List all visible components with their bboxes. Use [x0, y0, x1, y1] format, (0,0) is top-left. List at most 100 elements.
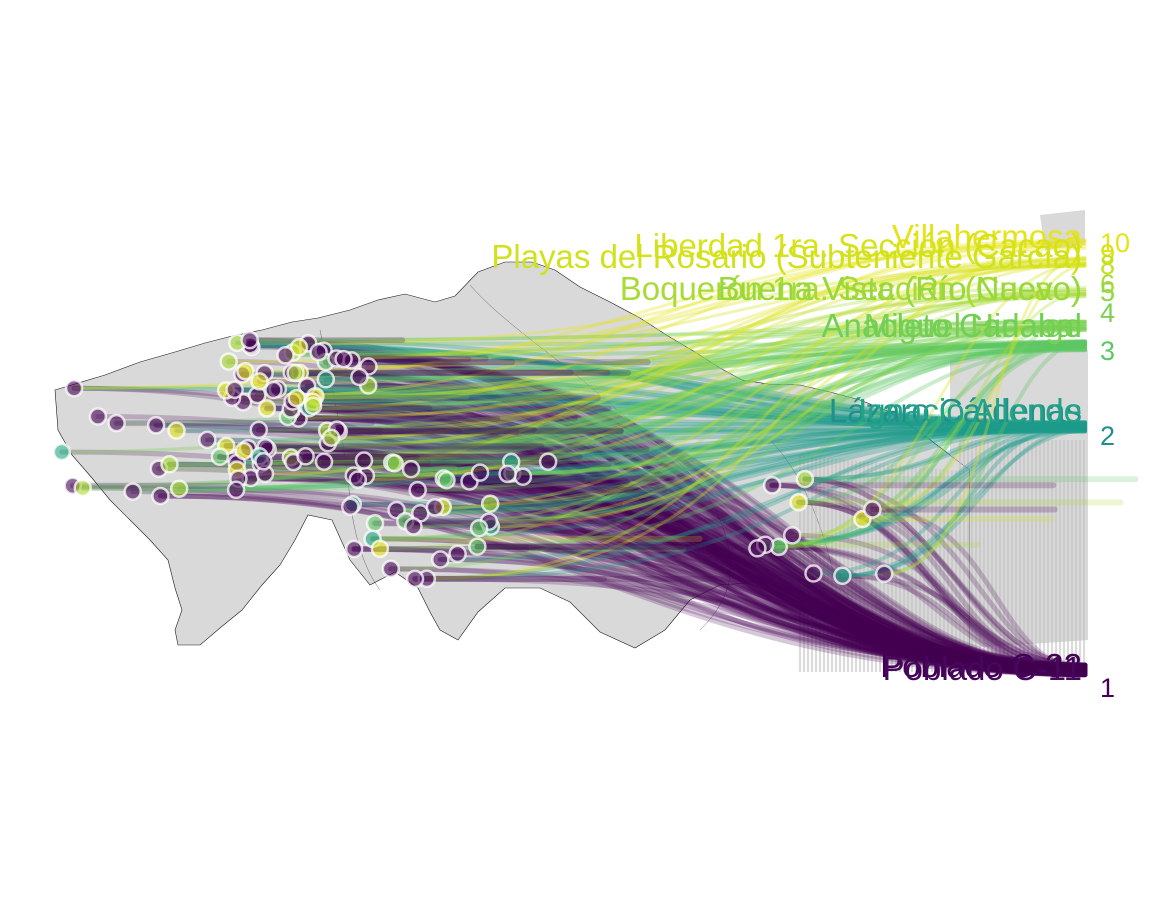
- flow-line: [802, 476, 1088, 673]
- flow-line: [285, 414, 1088, 673]
- flow-line: [365, 383, 1088, 674]
- flow-line: [410, 523, 1088, 673]
- flow-line: [234, 340, 1087, 492]
- flow-line: [882, 256, 1087, 576]
- flow-line: [440, 504, 1088, 675]
- flow-line: [860, 319, 1087, 521]
- flow-line: [289, 240, 1087, 411]
- territory-north: [1040, 210, 1085, 250]
- flow-line: [323, 376, 1088, 671]
- flow-line: [296, 416, 1088, 674]
- flow-line: [336, 426, 1087, 434]
- flow-line: [356, 264, 1087, 482]
- flow-line: [224, 293, 1087, 448]
- label-poblado-c32: Poblado C-32: [880, 647, 1082, 684]
- flow-line: [247, 327, 1087, 342]
- flow-line: [323, 343, 1087, 382]
- rank-label-8: 8: [1100, 250, 1115, 280]
- flow-line: [235, 476, 1088, 668]
- flow-line: [341, 356, 1088, 678]
- locality-point: [431, 550, 450, 569]
- flow-line: [248, 475, 1088, 676]
- locality-point: [264, 380, 283, 400]
- flow-line: [288, 327, 1087, 412]
- locality-point: [782, 526, 802, 545]
- flow-line: [334, 356, 1087, 427]
- flow-line: [378, 288, 1087, 551]
- locality-point: [226, 480, 246, 500]
- flow-line: [153, 422, 1088, 670]
- flow-line: [763, 426, 1087, 547]
- flow-line: [304, 383, 1088, 672]
- flow-line: [275, 347, 1087, 391]
- flow-line: [394, 423, 1087, 513]
- flow-line: [174, 428, 1088, 675]
- flow-line: [232, 387, 1088, 670]
- flow-line: [389, 321, 1087, 571]
- locality-point: [210, 447, 230, 466]
- locality-point: [538, 452, 558, 471]
- flow-line: [223, 443, 1088, 677]
- flow-line: [205, 426, 1087, 442]
- flow-line: [291, 429, 1087, 465]
- flow-line: [262, 370, 1088, 673]
- flow-line: [297, 346, 1087, 375]
- flow-line: [365, 383, 1088, 677]
- flow-line: [245, 445, 1088, 671]
- flow-line: [303, 453, 1088, 669]
- flow-line: [240, 399, 1088, 675]
- flow-line: [467, 425, 1087, 484]
- flow-line: [245, 445, 1088, 674]
- flow-line: [487, 501, 1088, 673]
- flow-line: [235, 476, 1088, 677]
- flow-line: [415, 487, 1088, 675]
- flow-line: [288, 454, 1088, 673]
- rank-label-10: 10: [1100, 228, 1130, 258]
- flow-line: [275, 386, 1088, 670]
- flow-line: [311, 395, 1087, 427]
- flow-line: [290, 350, 1088, 677]
- flow-line: [157, 493, 1088, 669]
- flow-line: [510, 328, 1087, 476]
- flow-line: [372, 520, 1088, 673]
- flow-line: [264, 405, 1088, 677]
- label-boqueron: Boquerón 1ra. Sección (Cacao): [620, 270, 1082, 307]
- flow-line: [323, 360, 1087, 425]
- flow-line: [370, 423, 1087, 541]
- flow-line: [303, 453, 1088, 677]
- flow-line: [311, 324, 1087, 408]
- locality-point: [437, 470, 456, 490]
- flow-line: [357, 344, 1087, 379]
- locality-point: [833, 566, 852, 586]
- flow-line: [351, 473, 1088, 676]
- flow-line: [336, 422, 1087, 434]
- flow-line: [325, 429, 1087, 446]
- flow-line: [487, 262, 1087, 524]
- flow-line: [321, 348, 1088, 671]
- flow-line: [351, 473, 1088, 674]
- locality-point: [789, 493, 808, 512]
- flow-line: [510, 324, 1087, 476]
- flow-line: [239, 371, 1088, 671]
- flow-line: [306, 405, 1088, 670]
- flow-line: [796, 499, 1088, 678]
- locality-point: [354, 451, 374, 470]
- flow-line: [802, 425, 1087, 482]
- flow-line: [769, 482, 1088, 671]
- flow-line: [316, 350, 1087, 427]
- flow-line: [248, 344, 1088, 669]
- flow-line: [249, 345, 1087, 432]
- flow-line: [415, 487, 1088, 674]
- locality-point: [321, 428, 341, 447]
- flow-line: [243, 263, 1087, 373]
- flow-line: [487, 322, 1087, 524]
- flow-line: [167, 341, 1087, 467]
- locality-point: [348, 470, 368, 489]
- label-buena-vista: Buena Vista (Río Nuevo): [718, 270, 1082, 307]
- flow-line: [509, 470, 1088, 676]
- flow-line: [217, 346, 1087, 459]
- locality-point: [107, 413, 126, 433]
- flow-line: [488, 524, 1088, 668]
- flow-line: [882, 339, 1087, 576]
